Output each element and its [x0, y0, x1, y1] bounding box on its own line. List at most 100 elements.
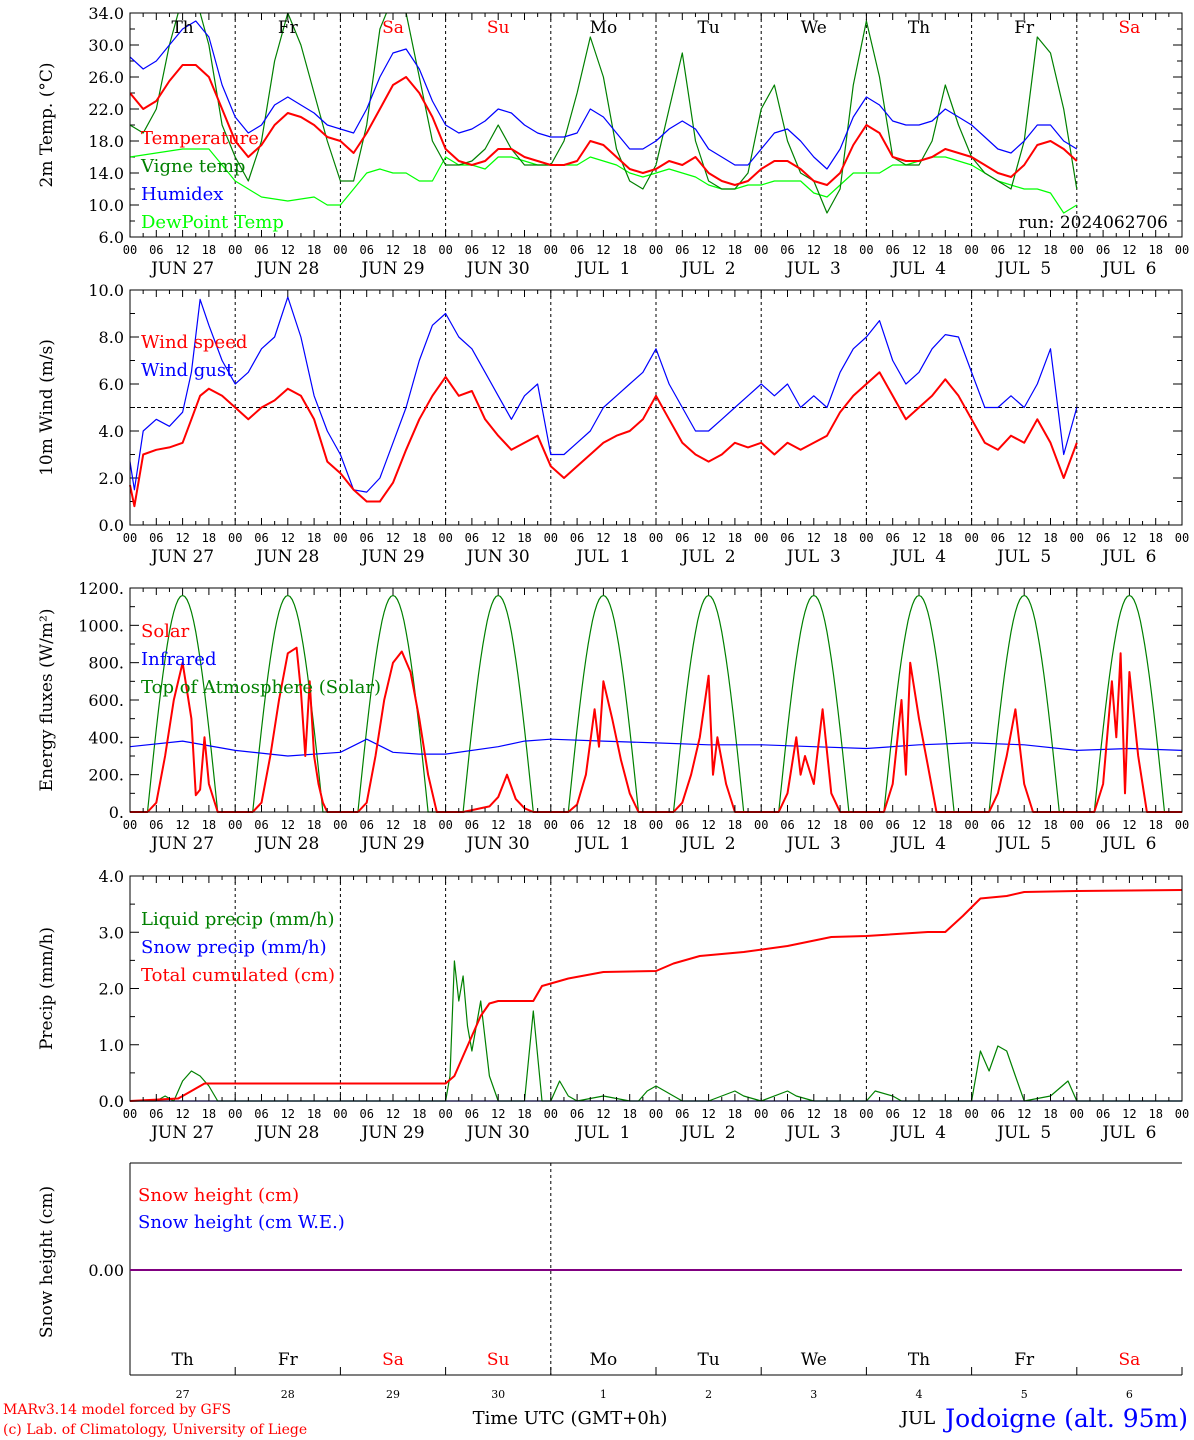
weekday-label: Sa	[1119, 1350, 1141, 1370]
hour-tick-label: 18	[1148, 1107, 1162, 1121]
hour-tick-label: 06	[675, 818, 689, 832]
y-tick-label: 0.	[109, 803, 124, 822]
date-tick-label: JUL 1	[574, 1123, 630, 1143]
copyright-credit: (c) Lab. of Climatology, University of L…	[3, 1422, 307, 1438]
hour-tick-label: 06	[149, 243, 163, 257]
y-axis-label: 10m Wind (m/s)	[37, 339, 57, 476]
y-tick-label: 400.	[88, 728, 124, 747]
hour-tick-label: 18	[833, 818, 847, 832]
hour-tick-label: 12	[175, 818, 189, 832]
weekday-label: Fr	[278, 18, 299, 38]
weekday-label: Sa	[382, 1350, 404, 1370]
weekday-label: Mo	[590, 1350, 618, 1370]
date-tick-label: JUL 6	[1100, 259, 1156, 279]
hour-tick-label: 00	[754, 531, 768, 545]
hour-tick-label: 00	[228, 243, 242, 257]
y-axis-label: Precip (mm/h)	[37, 927, 57, 1050]
y-tick-label: 2.0	[99, 980, 124, 999]
hour-tick-label: 00	[438, 531, 452, 545]
hour-tick-label: 00	[1175, 531, 1189, 545]
hour-tick-label: 06	[254, 1107, 268, 1121]
hour-tick-label: 18	[412, 1107, 426, 1121]
date-tick-label: JUN 28	[254, 547, 319, 567]
hour-tick-label: 12	[1017, 243, 1031, 257]
hour-tick-label: 18	[1043, 243, 1057, 257]
weekday-label: Mo	[590, 18, 618, 38]
y-tick-label: 3.0	[99, 923, 124, 942]
hour-tick-label: 06	[675, 243, 689, 257]
hour-tick-label: 12	[491, 1107, 505, 1121]
hour-tick-label: 00	[964, 531, 978, 545]
date-tick-label: JUN 30	[465, 834, 530, 854]
hour-tick-label: 06	[359, 243, 373, 257]
y-tick-label: 0.0	[99, 1092, 124, 1111]
legend-entry: DewPoint Temp	[141, 212, 284, 233]
hour-tick-label: 00	[123, 1107, 137, 1121]
date-tick-label: JUN 29	[359, 1123, 424, 1143]
hour-tick-label: 06	[465, 531, 479, 545]
hour-tick-label: 00	[1175, 243, 1189, 257]
hour-tick-label: 18	[728, 531, 742, 545]
y-tick-label: 10.0	[88, 196, 124, 215]
hour-tick-label: 00	[228, 1107, 242, 1121]
hour-tick-label: 18	[412, 243, 426, 257]
hour-tick-label: 00	[123, 243, 137, 257]
hour-tick-label: 06	[465, 1107, 479, 1121]
hour-tick-label: 00	[1175, 1107, 1189, 1121]
hour-tick-label: 12	[386, 1107, 400, 1121]
hour-tick-label: 18	[307, 243, 321, 257]
hour-tick-label: 18	[1148, 818, 1162, 832]
hour-tick-label: 06	[465, 818, 479, 832]
date-tick-label: JUL 5	[995, 1123, 1051, 1143]
y-tick-label: 6.0	[99, 228, 124, 247]
hour-tick-label: 18	[728, 1107, 742, 1121]
series-line-3	[130, 148, 1078, 214]
date-tick-label: JUL 6	[1100, 547, 1156, 567]
run-label: run: 2024062706	[1019, 213, 1168, 233]
hour-tick-label: 12	[1017, 531, 1031, 545]
hour-tick-label: 12	[175, 531, 189, 545]
hour-tick-label: 18	[517, 531, 531, 545]
temperature-series	[130, 13, 1078, 214]
hour-tick-label: 00	[1070, 818, 1084, 832]
hour-tick-label: 12	[175, 1107, 189, 1121]
hour-tick-label: 00	[1070, 243, 1084, 257]
date-tick-label: JUL 2	[680, 547, 736, 567]
hour-tick-label: 06	[1096, 531, 1110, 545]
hour-tick-label: 12	[701, 1107, 715, 1121]
weekday-label: Su	[487, 1350, 510, 1370]
y-tick-label: 0.00	[88, 1261, 124, 1280]
hour-tick-label: 12	[491, 818, 505, 832]
hour-tick-label: 18	[833, 243, 847, 257]
date-tick-label: JUN 27	[149, 1123, 214, 1143]
hour-tick-label: 18	[412, 818, 426, 832]
hour-tick-label: 12	[807, 531, 821, 545]
hour-tick-label: 12	[912, 243, 926, 257]
date-tick-label: JUL 5	[995, 259, 1051, 279]
hour-tick-label: 00	[333, 1107, 347, 1121]
y-axis-label: 2m Temp. (°C)	[37, 62, 57, 187]
hour-tick-label: 00	[1070, 531, 1084, 545]
hour-tick-label: 12	[281, 243, 295, 257]
date-tick-label: JUN 30	[465, 1123, 530, 1143]
x-axis-label: Time UTC (GMT+0h)	[473, 1408, 668, 1429]
date-tick-label: JUL 1	[574, 259, 630, 279]
hour-tick-label: 12	[1122, 818, 1136, 832]
y-tick-label: 4.0	[99, 867, 124, 886]
day-number-label: 3	[810, 1388, 817, 1401]
hour-tick-label: 00	[1070, 1107, 1084, 1121]
y-tick-label: 30.0	[88, 36, 124, 55]
hour-tick-label: 00	[859, 818, 873, 832]
hour-tick-label: 00	[754, 243, 768, 257]
hour-tick-label: 12	[1122, 243, 1136, 257]
date-tick-label: JUL 4	[890, 834, 946, 854]
hour-tick-label: 12	[281, 1107, 295, 1121]
date-tick-label: JUN 29	[359, 547, 424, 567]
hour-tick-label: 18	[1043, 1107, 1057, 1121]
hour-tick-label: 12	[912, 1107, 926, 1121]
hour-tick-label: 06	[149, 1107, 163, 1121]
hour-tick-label: 12	[807, 818, 821, 832]
hour-tick-label: 12	[1017, 1107, 1031, 1121]
date-tick-label: JUL 3	[785, 1123, 841, 1143]
hour-tick-label: 18	[833, 1107, 847, 1121]
